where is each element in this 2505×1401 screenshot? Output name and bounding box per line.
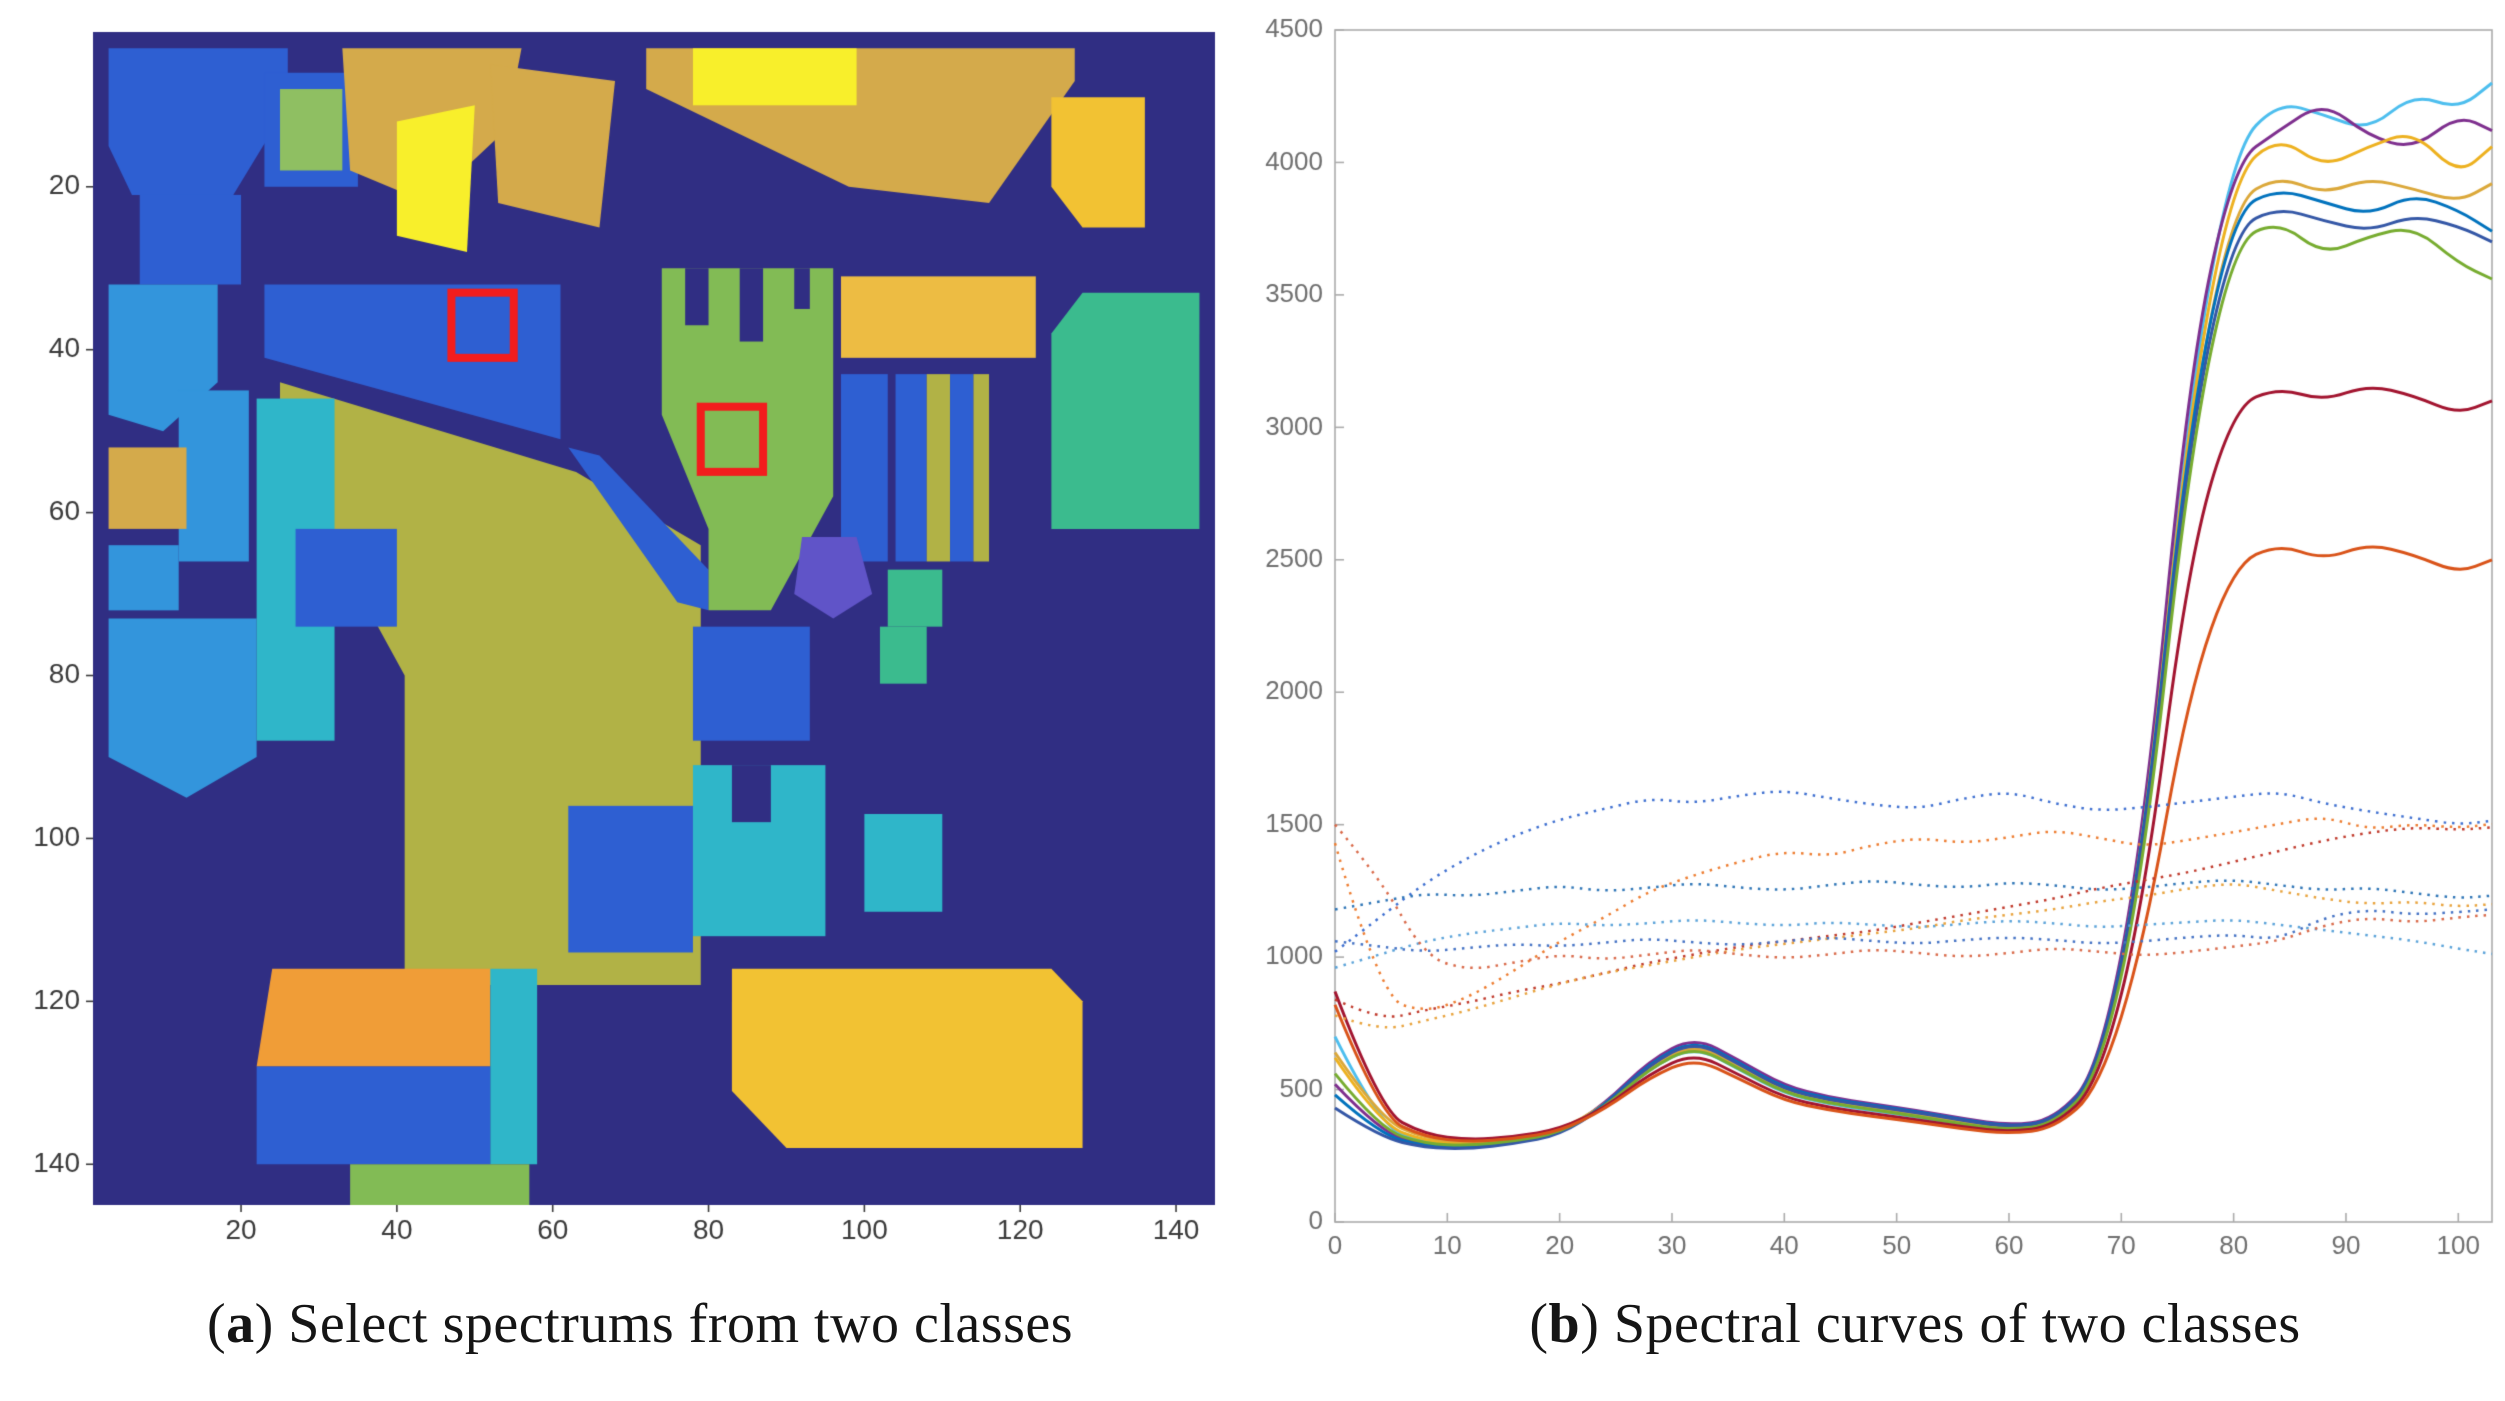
caption-a-paren: ( <box>206 1293 227 1355</box>
panel-a-class-map <box>0 0 1260 1260</box>
caption-b: (b) Spectral curves of two classes <box>1335 1292 2495 1356</box>
caption-a-letter: a <box>226 1293 255 1355</box>
caption-b-letter: b <box>1548 1293 1581 1355</box>
spectral-curves-canvas <box>1240 0 2505 1272</box>
caption-a-text: ) Select spectrums from two classes <box>254 1293 1074 1355</box>
panel-b-spectral-curves <box>1240 0 2505 1280</box>
caption-b-text: ) Spectral curves of two classes <box>1580 1293 2301 1355</box>
class-map-canvas <box>28 8 1233 1258</box>
caption-a: (a) Select spectrums from two classes <box>40 1292 1240 1356</box>
caption-b-paren: ( <box>1529 1293 1549 1355</box>
